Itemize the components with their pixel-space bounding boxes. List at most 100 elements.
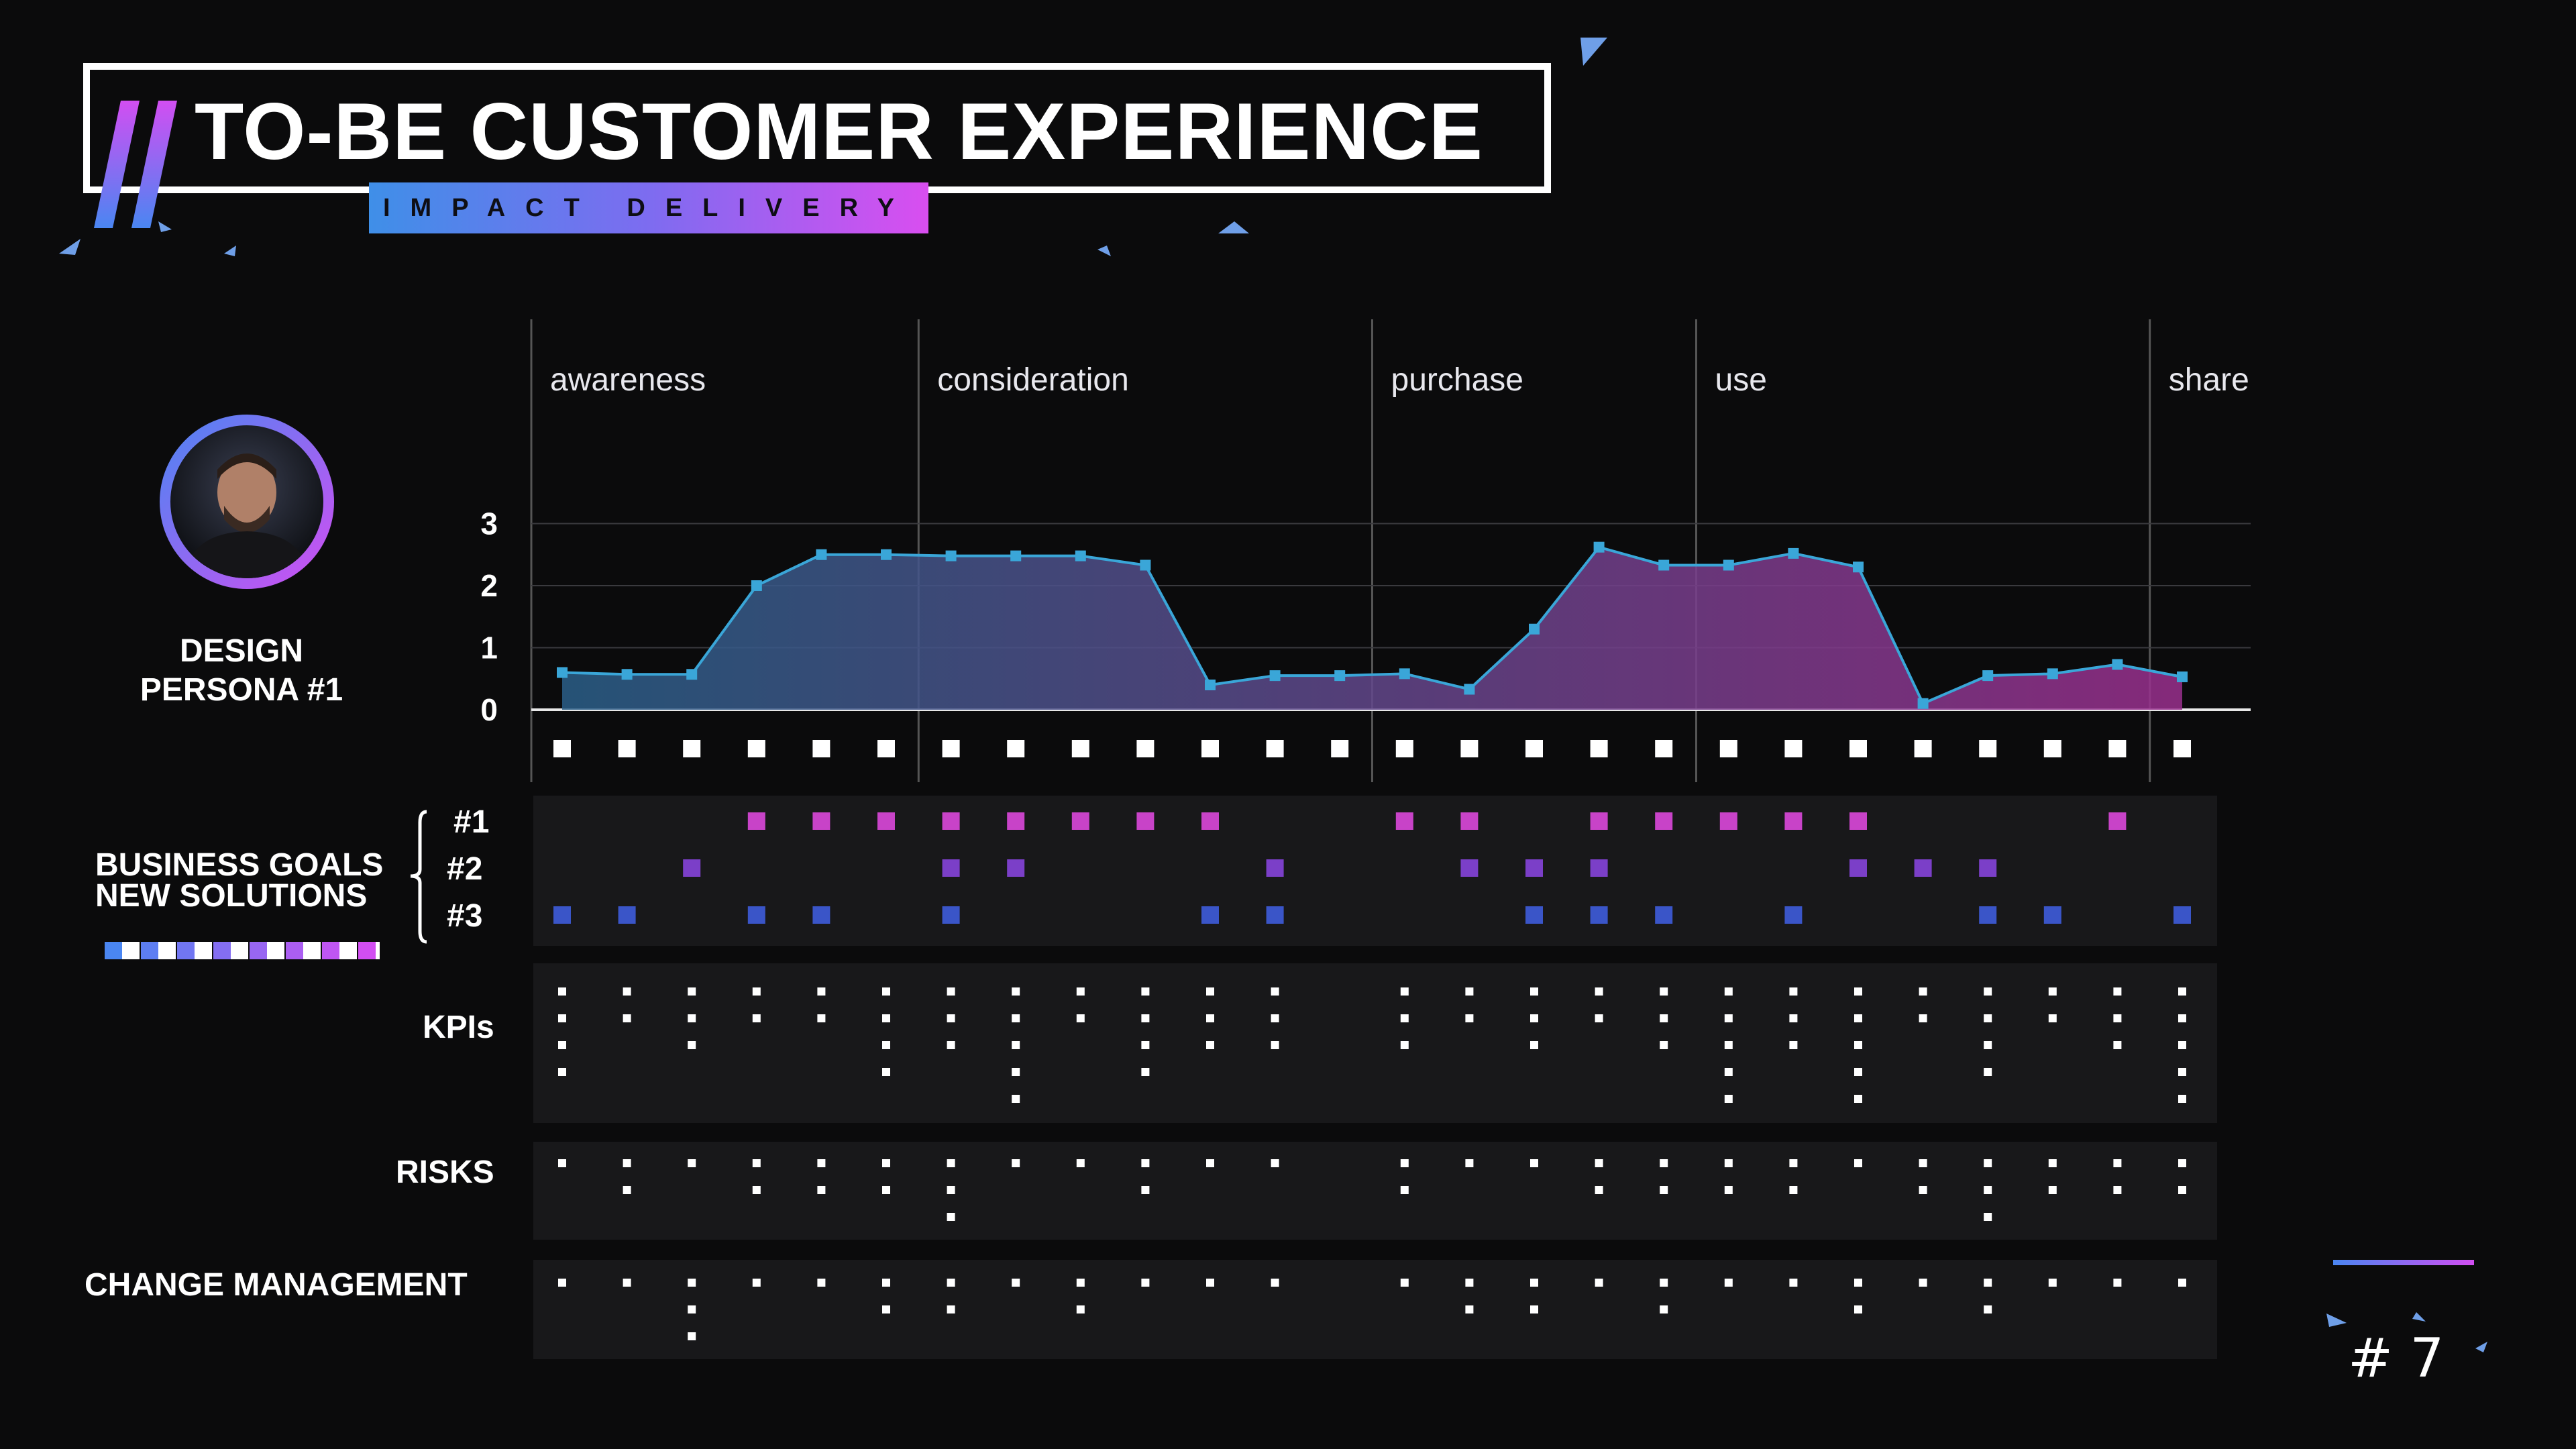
change-dot xyxy=(1530,1279,1538,1287)
business-goals-label: BUSINESS GOALS xyxy=(95,847,384,883)
touchpoint-square xyxy=(747,740,765,757)
change-dot xyxy=(1854,1279,1862,1287)
kpi-dot xyxy=(1854,1095,1862,1103)
strip-square xyxy=(322,942,339,959)
stage-label-awareness: awareness xyxy=(550,362,706,398)
goal-square-goal2 xyxy=(1914,859,1932,877)
kpi-dot xyxy=(1141,987,1150,996)
kpi-dot xyxy=(1400,1014,1409,1022)
risk-dot xyxy=(1660,1159,1668,1167)
kpi-dot xyxy=(688,987,696,996)
touchpoint-square xyxy=(1201,740,1219,757)
page-number: # 7 xyxy=(2348,1327,2445,1389)
risk-dot xyxy=(623,1159,631,1167)
kpi-dot xyxy=(882,1041,890,1049)
risk-dot xyxy=(1271,1159,1279,1167)
change-dot xyxy=(1854,1305,1862,1313)
risk-dot xyxy=(1724,1159,1733,1167)
data-point xyxy=(751,580,762,591)
goal-square-goal3 xyxy=(553,906,571,924)
risk-dot xyxy=(1141,1186,1150,1194)
kpi-dot xyxy=(1984,1014,1992,1022)
touchpoint-square xyxy=(1395,740,1413,757)
goal-square-goal1 xyxy=(1784,812,1803,830)
touchpoint-square xyxy=(683,740,701,757)
data-point xyxy=(1788,547,1799,559)
goal-square-goal1 xyxy=(1655,812,1673,830)
strip-square xyxy=(105,942,122,959)
risk-dot xyxy=(947,1159,955,1167)
strip-square-white xyxy=(158,942,176,959)
risk-dot xyxy=(1854,1159,1862,1167)
kpi-dot xyxy=(1012,1041,1020,1049)
y-tick-label: 1 xyxy=(480,631,498,665)
goal-square-goal2 xyxy=(1266,859,1284,877)
data-point xyxy=(1205,680,1216,690)
kpis-panel xyxy=(533,963,2217,1123)
slash-icon xyxy=(94,101,177,228)
change-dot xyxy=(947,1305,955,1313)
risk-dot xyxy=(1595,1186,1603,1194)
risk-dot xyxy=(2113,1186,2122,1194)
risk-dot xyxy=(1400,1186,1409,1194)
goal-square-goal2 xyxy=(683,859,701,877)
data-point xyxy=(1593,541,1605,553)
kpi-dot xyxy=(947,1041,955,1049)
strip-square xyxy=(286,942,303,959)
data-point xyxy=(1723,559,1734,571)
stage-label-share: share xyxy=(2169,362,2249,398)
change-dot xyxy=(1206,1279,1214,1287)
risk-dot xyxy=(1400,1159,1409,1167)
risk-dot xyxy=(623,1186,631,1194)
goal-square-goal1 xyxy=(1395,812,1413,830)
kpi-dot xyxy=(2113,1014,2122,1022)
goal-square-goal3 xyxy=(1655,906,1673,924)
goal-square-goal1 xyxy=(1136,812,1155,830)
goal-square-goal2 xyxy=(1007,859,1025,877)
kpi-dot xyxy=(558,1068,566,1076)
touchpoint-square xyxy=(1460,740,1479,757)
kpi-dot xyxy=(1595,987,1603,996)
data-point xyxy=(686,669,698,680)
risk-dot xyxy=(1012,1159,1020,1167)
change-dot xyxy=(1660,1279,1668,1287)
touchpoint-square xyxy=(812,740,830,757)
kpi-dot xyxy=(1854,1014,1862,1022)
goal-square-goal1 xyxy=(942,812,960,830)
touchpoint-square xyxy=(1655,740,1673,757)
kpis-label: KPIs xyxy=(423,1010,494,1045)
strip-square-white xyxy=(376,942,380,959)
goal-square-goal3 xyxy=(1201,906,1219,924)
kpi-dot xyxy=(623,1014,631,1022)
kpi-dot xyxy=(1789,1014,1798,1022)
risks-panel xyxy=(533,1142,2217,1240)
kpi-dot xyxy=(1012,1068,1020,1076)
kpi-dot xyxy=(688,1041,696,1049)
goal-square-goal1 xyxy=(1719,812,1737,830)
risk-dot xyxy=(2113,1159,2122,1167)
kpi-dot xyxy=(2178,1068,2186,1076)
data-point xyxy=(1853,561,1864,573)
strip-square-white xyxy=(231,942,248,959)
strip-square xyxy=(358,942,376,959)
data-point xyxy=(1464,684,1475,695)
risk-dot xyxy=(1919,1186,1927,1194)
kpi-dot xyxy=(2113,1041,2122,1049)
data-point xyxy=(557,667,568,678)
kpi-dot xyxy=(882,1014,890,1022)
touchpoint-square xyxy=(1331,740,1349,757)
data-point xyxy=(2177,671,2188,682)
strip-square xyxy=(213,942,231,959)
kpi-dot xyxy=(1012,1095,1020,1103)
kpi-dot xyxy=(1789,1041,1798,1049)
kpi-dot xyxy=(1206,987,1214,996)
strip-square-white xyxy=(267,942,284,959)
goal-square-goal1 xyxy=(1590,812,1608,830)
kpi-dot xyxy=(1141,1014,1150,1022)
strip-square-white xyxy=(339,942,357,959)
touchpoint-square xyxy=(1914,740,1932,757)
kpi-dot xyxy=(1660,987,1668,996)
change-dot xyxy=(1660,1305,1668,1313)
kpi-dot xyxy=(752,1014,761,1022)
